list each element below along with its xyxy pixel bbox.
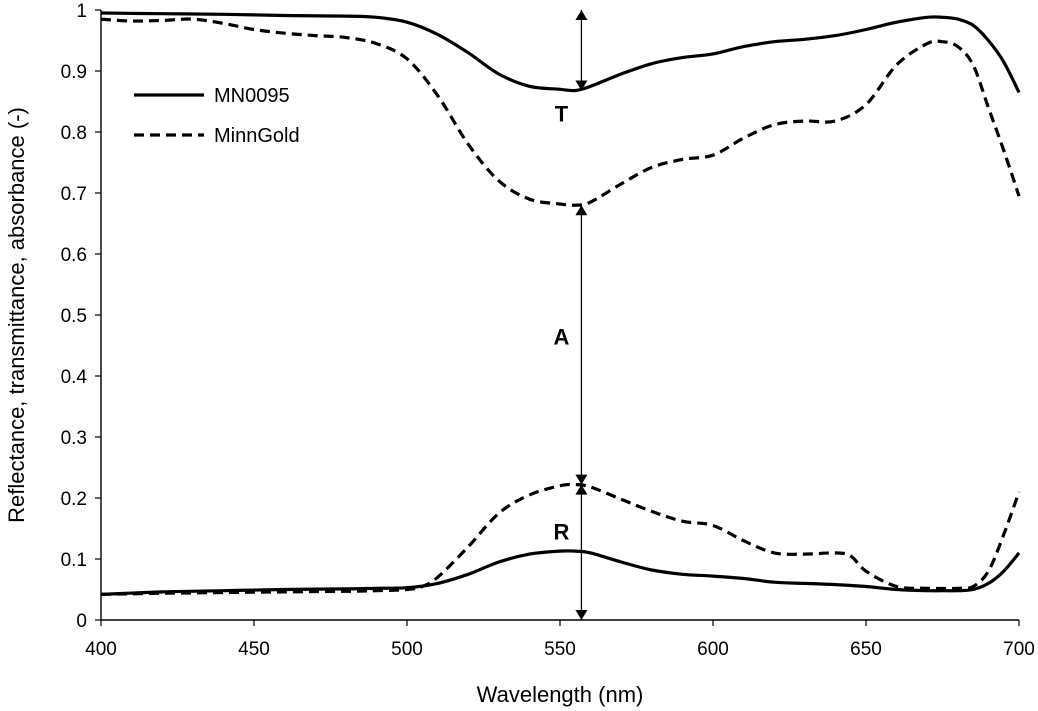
y-tick-label: 0.9 (61, 62, 87, 83)
annotation-label-t: T (555, 102, 569, 127)
y-tick-label: 1 (76, 1, 87, 22)
x-tick-label: 500 (391, 639, 423, 660)
x-tick-label: 650 (850, 639, 882, 660)
series-line-minngold-lower (100, 482, 1021, 596)
x-tick-label: 600 (697, 639, 729, 660)
x-axis-ticks: 400 450 500 550 600 650 700 (85, 620, 1035, 660)
annotation-arrowhead-a-bottom (575, 474, 588, 485)
x-tick-label: 450 (238, 639, 270, 660)
annotation-layer: T A R (553, 10, 588, 620)
x-tick-label: 550 (544, 639, 576, 660)
series-line-mn0095-lower (100, 549, 1021, 596)
y-tick-label: 0.6 (61, 245, 87, 266)
series-line-minngold-upper (100, 17, 1021, 207)
annotation-arrowhead-r-bottom (575, 610, 588, 620)
y-tick-label: 0.1 (61, 550, 87, 571)
legend-label-mn0095: MN0095 (214, 85, 290, 107)
y-tick-label: 0.3 (61, 428, 87, 449)
y-tick-label: 0 (76, 611, 87, 632)
annotation-arrowhead-t-top (575, 10, 588, 20)
annotation-label-r: R (553, 520, 569, 545)
series-line-mn0095-upper (100, 11, 1021, 94)
y-tick-label: 0.4 (61, 367, 88, 388)
y-tick-label: 0.8 (61, 123, 87, 144)
x-tick-label: 400 (85, 639, 117, 660)
y-axis-title: Reflectance, transmittance, absorbance (… (4, 107, 29, 523)
y-tick-label: 0.2 (61, 489, 87, 510)
annotation-arrowhead-a-top (575, 205, 588, 216)
annotation-label-a: A (553, 324, 569, 349)
y-tick-label: 0.5 (61, 306, 87, 327)
legend: MN0095 MinnGold (134, 85, 300, 147)
y-tick-label: 0.7 (61, 184, 87, 205)
annotation-arrowhead-r-top (575, 484, 588, 495)
legend-label-minngold: MinnGold (214, 125, 300, 147)
annotation-arrowhead-t-bottom (575, 80, 588, 91)
x-tick-label: 700 (1003, 639, 1035, 660)
x-axis-title: Wavelength (nm) (477, 682, 644, 707)
curve-layer (100, 11, 1021, 596)
y-axis-ticks: 0 0.1 0.2 0.3 0.4 0.5 0.6 0.7 0.8 0.9 1 (61, 1, 101, 632)
